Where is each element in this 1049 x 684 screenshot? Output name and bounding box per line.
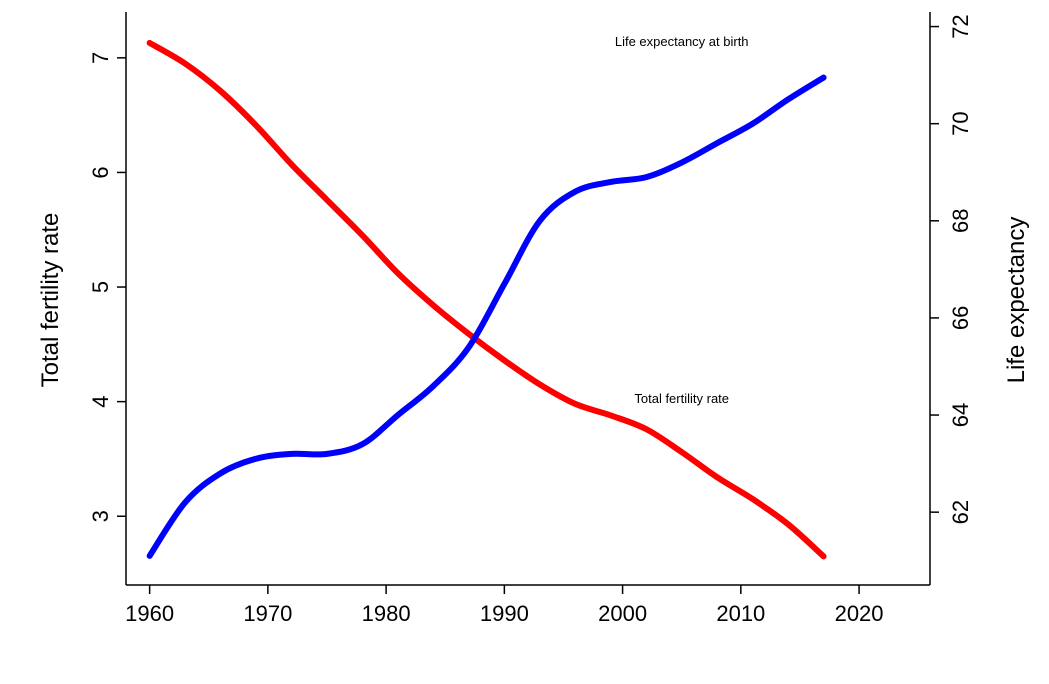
y-tick-label-right: 70	[948, 111, 973, 135]
y-tick-label-right: 62	[948, 500, 973, 524]
annotation-layer: Life expectancy at birth Total fertility …	[615, 34, 749, 406]
annotation-label: Total fertility rate	[634, 391, 729, 406]
x-tick-label: 1970	[243, 601, 292, 626]
y-tick-label-right: 68	[948, 209, 973, 233]
x-tick-label: 1990	[480, 601, 529, 626]
y-tick-label-left: 3	[88, 510, 113, 522]
series-line-total-fertility-rate	[146, 39, 827, 560]
x-tick-label: 2020	[835, 601, 884, 626]
series-layer	[146, 39, 827, 560]
y-tick-label-left: 7	[88, 52, 113, 64]
y-tick-label-right: 66	[948, 306, 973, 330]
annotation-label: Life expectancy at birth	[615, 34, 749, 49]
x-tick-label: 1980	[362, 601, 411, 626]
x-tick-label: 1960	[125, 601, 174, 626]
y-axis-title-right: Life expectancy	[1003, 217, 1030, 384]
axes-layer: 1960 1970 1980 1990 2000 2010 2020 3 4 5 6 7 62 64 66 6…	[88, 12, 973, 626]
x-tick-label: 2000	[598, 601, 647, 626]
x-tick-label: 2010	[716, 601, 765, 626]
y-tick-label-left: 4	[88, 396, 113, 408]
y-axis-title-left: Total fertility rate	[37, 213, 64, 388]
y-tick-label-left: 5	[88, 281, 113, 293]
series-line-life-expectancy-at-birth	[146, 74, 827, 559]
y-tick-label-right: 72	[948, 14, 973, 38]
y-tick-label-left: 6	[88, 166, 113, 178]
y-tick-label-right: 64	[948, 403, 973, 427]
